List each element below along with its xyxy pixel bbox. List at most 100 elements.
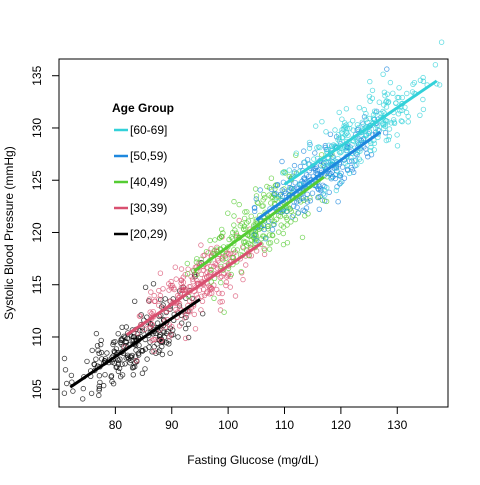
data-point xyxy=(194,271,200,278)
data-point xyxy=(317,144,323,151)
y-axis: 105 110 115 120 125 130 135 xyxy=(30,65,59,399)
data-point xyxy=(116,365,123,372)
data-point xyxy=(410,81,416,88)
data-point xyxy=(223,279,230,285)
data-point xyxy=(338,130,345,136)
data-point xyxy=(361,114,368,120)
data-point xyxy=(398,118,404,124)
data-point xyxy=(271,218,277,225)
data-point xyxy=(208,267,214,273)
data-point xyxy=(215,258,221,264)
x-tick-label: 80 xyxy=(109,418,123,432)
data-point xyxy=(253,237,260,244)
data-point xyxy=(88,390,95,397)
scatter-points xyxy=(61,39,445,402)
data-point xyxy=(63,380,70,387)
data-point xyxy=(219,290,225,297)
data-point xyxy=(148,289,154,295)
data-point xyxy=(178,266,185,272)
data-point xyxy=(244,242,250,248)
data-point xyxy=(334,184,340,190)
data-point xyxy=(233,230,239,236)
y-tick-label: 135 xyxy=(30,65,44,85)
data-point xyxy=(284,216,290,223)
data-point xyxy=(104,350,110,356)
data-point xyxy=(220,257,226,263)
data-point xyxy=(166,287,172,293)
data-point xyxy=(322,164,328,170)
data-point xyxy=(199,298,206,304)
data-point xyxy=(176,323,183,329)
data-point xyxy=(236,201,242,208)
data-point xyxy=(397,108,403,114)
data-point xyxy=(293,150,299,156)
data-point xyxy=(159,351,166,358)
data-point xyxy=(141,326,148,333)
data-point xyxy=(61,355,68,362)
data-point xyxy=(190,279,196,285)
data-point xyxy=(156,302,162,309)
data-point xyxy=(165,328,171,335)
data-point xyxy=(242,239,249,245)
data-point xyxy=(328,170,334,177)
data-point xyxy=(316,206,322,212)
data-point xyxy=(271,221,277,228)
x-axis: 80 90 100 110 120 130 xyxy=(109,407,408,432)
data-point xyxy=(231,222,237,228)
data-point xyxy=(119,361,125,367)
data-point xyxy=(228,271,234,278)
data-point xyxy=(395,111,402,117)
data-point xyxy=(208,263,214,270)
data-point xyxy=(109,378,115,385)
data-point xyxy=(136,313,143,319)
data-point xyxy=(216,290,222,296)
data-point xyxy=(123,324,129,330)
data-point xyxy=(152,336,158,343)
data-point xyxy=(253,193,260,199)
data-point xyxy=(358,158,364,164)
data-point xyxy=(167,350,173,356)
data-point xyxy=(405,119,411,125)
data-point xyxy=(382,117,389,124)
data-point xyxy=(269,232,275,238)
data-point xyxy=(150,281,157,287)
data-point xyxy=(201,267,207,273)
data-point xyxy=(336,172,343,178)
data-point xyxy=(279,187,285,193)
data-point xyxy=(302,159,308,165)
data-point xyxy=(168,324,175,330)
data-point xyxy=(120,343,126,350)
data-point xyxy=(115,357,121,363)
data-point xyxy=(231,198,237,205)
data-point xyxy=(96,350,102,356)
data-point xyxy=(268,217,274,223)
data-point xyxy=(254,199,260,205)
trend-line xyxy=(69,298,201,389)
data-point xyxy=(320,191,326,197)
data-point xyxy=(188,273,194,280)
data-point xyxy=(368,151,375,158)
data-point xyxy=(336,135,342,141)
data-point xyxy=(177,290,183,297)
data-point xyxy=(291,170,297,177)
plot-frame xyxy=(58,58,449,408)
data-point xyxy=(230,250,236,257)
data-point xyxy=(338,170,344,176)
data-point xyxy=(98,337,104,344)
data-point xyxy=(268,175,275,181)
data-point xyxy=(338,149,344,155)
data-point xyxy=(97,379,103,386)
data-point xyxy=(196,287,203,293)
data-point xyxy=(208,279,214,285)
data-point xyxy=(391,119,397,125)
data-point xyxy=(344,162,350,169)
y-tick-label: 115 xyxy=(30,275,44,294)
data-point xyxy=(211,247,217,254)
data-point xyxy=(218,226,225,233)
data-point xyxy=(367,78,373,85)
data-point xyxy=(337,181,343,187)
data-point xyxy=(307,195,313,201)
data-point xyxy=(371,147,377,153)
